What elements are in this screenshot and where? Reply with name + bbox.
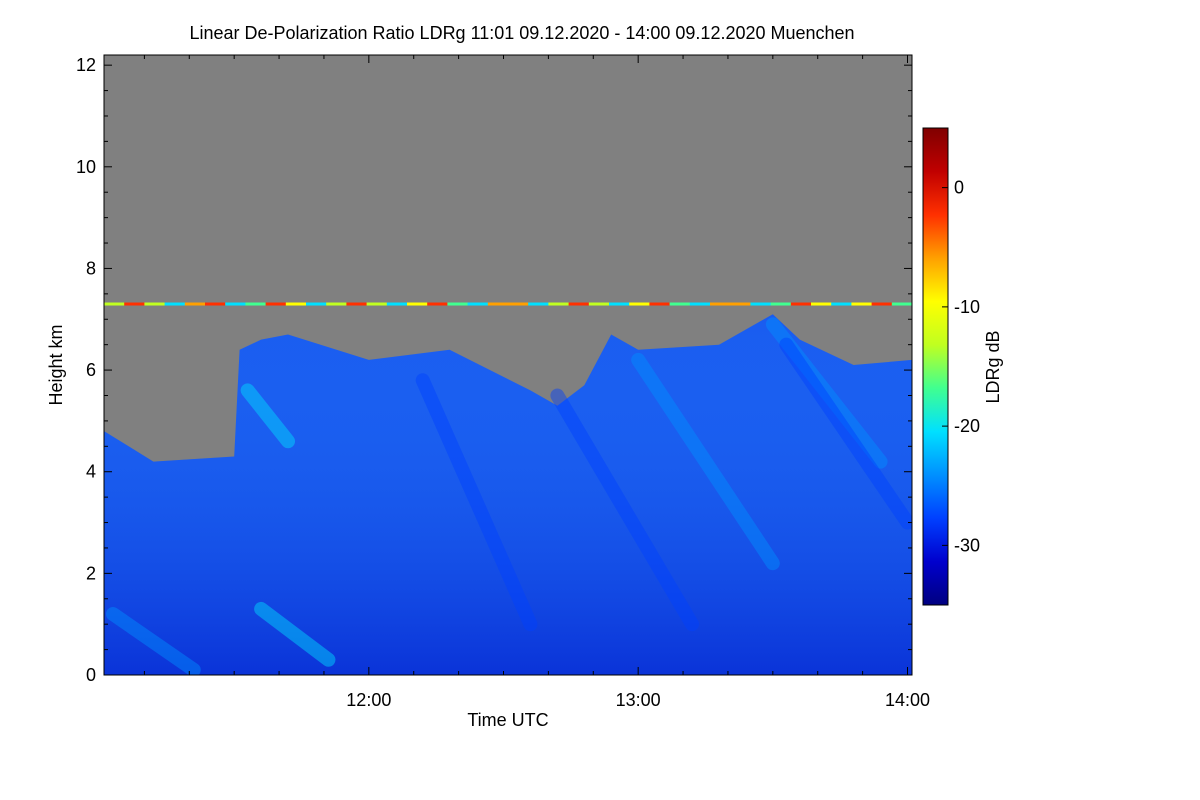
colorbar-tick-label: -30	[954, 535, 980, 555]
fall-streak	[779, 337, 912, 530]
artifact-segment	[467, 302, 489, 306]
fall-streak	[240, 383, 296, 449]
colorbar-tick-label: 0	[954, 178, 964, 198]
artifact-segment	[447, 302, 469, 306]
y-tick-label: 0	[86, 665, 96, 685]
artifact-segment	[427, 302, 448, 306]
artifact-segment	[730, 302, 751, 306]
artifact-segment	[669, 302, 691, 306]
artifact-segment	[487, 302, 509, 306]
artifact-segment	[851, 302, 873, 306]
artifact-segment	[265, 302, 287, 306]
fall-streak	[550, 388, 700, 632]
artifact-segment	[306, 302, 327, 306]
y-tick-label: 10	[76, 157, 96, 177]
colorbar-label: LDRg dB	[983, 330, 1003, 403]
artifact-segment	[790, 302, 812, 306]
x-tick-label: 13:00	[616, 690, 661, 710]
artifact-segment	[508, 302, 529, 306]
artifact-segment	[366, 302, 388, 306]
artifact-segment	[225, 302, 246, 306]
fall-streak	[631, 352, 780, 571]
fall-streaks	[105, 317, 912, 675]
artifact-segment	[346, 302, 368, 306]
colorbar-tick-label: -20	[954, 416, 980, 436]
echo-shading	[104, 314, 912, 675]
artifact-segment	[609, 302, 630, 306]
artifact-segment	[245, 302, 267, 306]
colorbar-ticks: 0 -10 -20 -30	[942, 178, 980, 555]
artifact-segment	[891, 302, 912, 306]
artifact-segment	[184, 302, 206, 306]
y-tick-label: 4	[86, 462, 96, 482]
y-axis: 0 2 4 6 8 10 12	[76, 55, 912, 685]
x-tick-label: 14:00	[885, 690, 930, 710]
artifact-segment	[710, 302, 731, 306]
y-tick-label: 6	[86, 360, 96, 380]
fall-streak	[254, 601, 336, 667]
artifact-segment	[689, 302, 711, 306]
artifact-segment	[205, 302, 226, 306]
artifact-segment	[649, 302, 671, 306]
artifact-segment	[326, 302, 347, 306]
x-axis-label: Time UTC	[467, 710, 548, 730]
x-tick-label: 12:00	[346, 690, 391, 710]
artifact-segment	[164, 302, 186, 306]
artifact-segment	[548, 302, 570, 306]
fall-streak	[105, 607, 201, 675]
colorbar-tick-label: -10	[954, 297, 980, 317]
plot-area	[104, 55, 912, 675]
artifact-segment	[588, 302, 610, 306]
artifact-segment	[770, 302, 792, 306]
artifact-segment	[629, 302, 650, 306]
artifact-segment	[144, 302, 166, 306]
chart-title: Linear De-Polarization Ratio LDRg 11:01 …	[189, 23, 854, 43]
artifact-segment	[104, 302, 125, 306]
artifact-layer	[104, 302, 912, 306]
fall-streak	[415, 373, 538, 632]
fall-streak	[765, 317, 888, 469]
artifact-segment	[871, 302, 893, 306]
y-tick-label: 8	[86, 258, 96, 278]
y-tick-label: 2	[86, 563, 96, 583]
artifact-segment	[528, 302, 549, 306]
x-axis: 12:00 13:00 14:00	[143, 55, 930, 710]
artifact-segment	[407, 302, 428, 306]
artifact-segment	[831, 302, 852, 306]
artifact-segment	[811, 302, 832, 306]
artifact-segment	[568, 302, 590, 306]
y-tick-label: 12	[76, 55, 96, 75]
colorbar	[922, 127, 949, 606]
artifact-segment	[750, 302, 772, 306]
plot-frame	[103, 54, 913, 676]
artifact-segment	[285, 302, 307, 306]
artifact-segment	[386, 302, 408, 306]
y-axis-label: Height km	[46, 324, 66, 405]
artifact-segment	[124, 302, 145, 306]
